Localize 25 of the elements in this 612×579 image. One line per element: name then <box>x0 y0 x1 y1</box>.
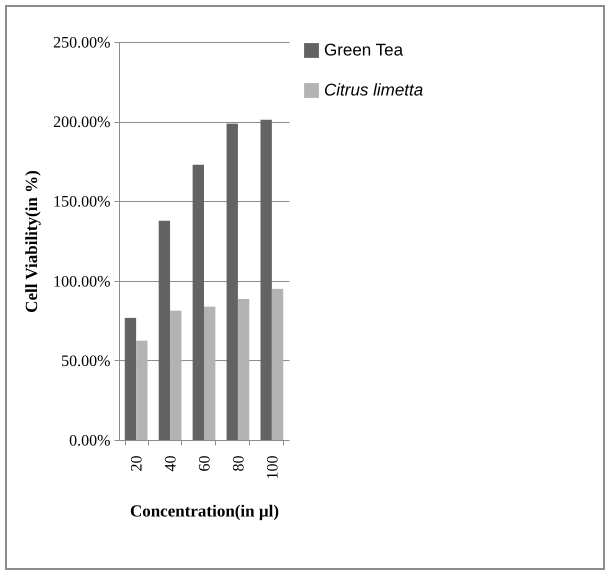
bar <box>238 298 250 440</box>
x-tick-label: 80 <box>230 456 248 472</box>
bar <box>158 220 170 440</box>
bar <box>170 310 182 440</box>
y-tick-label: 250.00% <box>53 34 110 52</box>
bar <box>204 306 216 440</box>
x-tick-label: 40 <box>162 456 180 472</box>
x-tick-label: 20 <box>128 456 146 472</box>
y-tick-label: 150.00% <box>53 194 110 211</box>
bar <box>260 120 272 440</box>
bar <box>226 124 238 440</box>
y-axis-title: Cell Viability(in %) <box>22 170 42 313</box>
y-tick-label: 50.00% <box>61 352 110 370</box>
bar <box>272 288 284 440</box>
legend-label: Green Tea <box>324 40 404 60</box>
x-tick-label: 100 <box>264 456 282 480</box>
y-tick-label: 200.00% <box>53 114 110 132</box>
x-axis-title: Concentration(in µl) <box>130 502 280 520</box>
bar <box>192 164 204 440</box>
y-tick-label: 100.00% <box>53 273 110 290</box>
bar <box>124 318 136 440</box>
legend-label: Citrus limetta <box>324 80 424 100</box>
bar <box>136 340 148 440</box>
y-tick-label: 0.00% <box>69 432 110 450</box>
x-tick-label: 60 <box>196 456 214 472</box>
